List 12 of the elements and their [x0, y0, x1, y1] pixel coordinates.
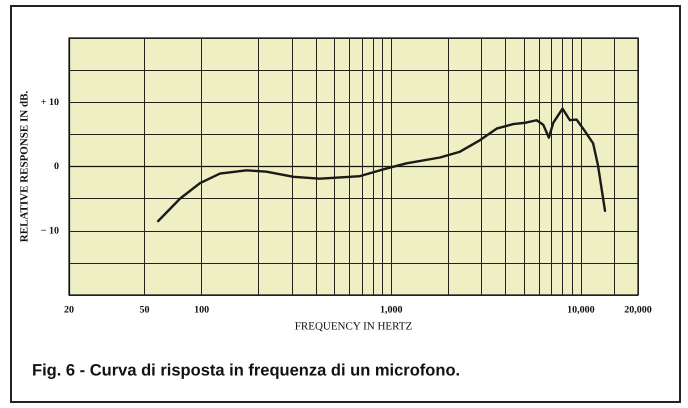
y-tick-label: 0: [54, 161, 59, 172]
x-tick-label: 20,000: [624, 304, 652, 316]
x-tick-label: 20: [64, 304, 74, 316]
y-axis-title: RELATIVE RESPONSE IN dB.: [18, 90, 30, 242]
y-tick-label: + 10: [40, 96, 59, 108]
x-tick-label: 10,000: [567, 304, 595, 316]
y-tick-label: − 10: [40, 225, 59, 236]
x-axis-title: FREQUENCY IN HERTZ: [294, 320, 413, 332]
x-tick-label: 50: [139, 304, 150, 316]
x-tick-label: 100: [194, 304, 210, 316]
x-tick-label: 1,000: [380, 304, 402, 316]
caption: Fig. 6 - Curva di risposta in frequenza di un microfono.: [32, 362, 460, 380]
